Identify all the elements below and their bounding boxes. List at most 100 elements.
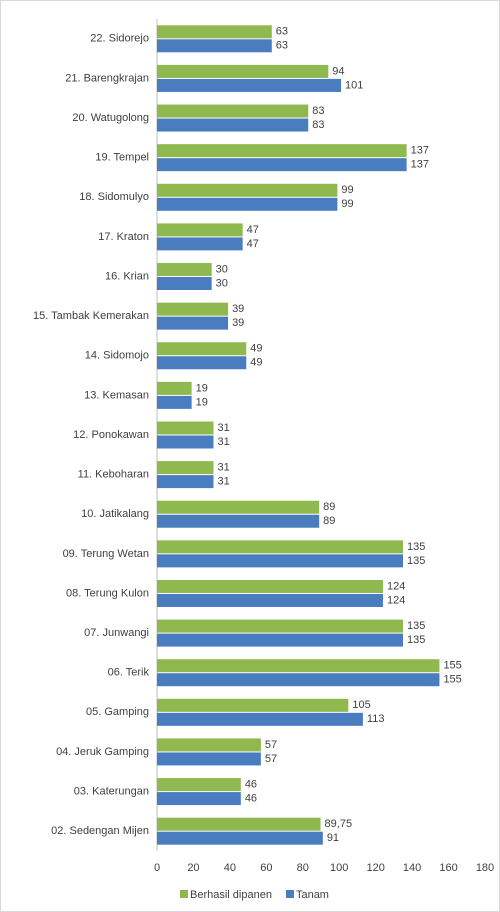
data-label: 135	[407, 620, 425, 632]
x-tick-label: 180	[476, 862, 494, 874]
legend-swatch	[285, 890, 294, 898]
bar	[157, 778, 241, 792]
bar	[157, 619, 403, 633]
x-tick-label: 140	[403, 862, 421, 874]
bar	[157, 64, 329, 78]
bar	[157, 104, 309, 118]
y-tick-label: 20. Watugolong	[72, 112, 149, 124]
bar	[157, 461, 214, 475]
bar	[157, 183, 338, 197]
x-tick-label: 160	[439, 862, 457, 874]
bar	[157, 25, 272, 39]
bar	[157, 158, 407, 172]
bar	[157, 698, 349, 712]
data-label: 155	[443, 660, 461, 672]
y-tick-label: 15. Tambak Kemerakan	[33, 310, 149, 322]
data-label: 113	[367, 713, 385, 725]
bar	[157, 342, 247, 356]
data-label: 91	[327, 832, 339, 844]
bar	[157, 435, 214, 449]
bar	[157, 197, 338, 211]
data-label: 57	[265, 753, 277, 765]
bar	[157, 817, 321, 831]
y-tick-label: 06. Terik	[108, 667, 150, 679]
data-label: 124	[387, 580, 405, 592]
x-tick-label: 80	[297, 862, 309, 874]
data-label: 89	[323, 515, 335, 527]
data-label: 155	[443, 674, 461, 686]
legend-label: Tanam	[296, 889, 329, 901]
bar	[157, 395, 192, 409]
y-tick-label: 08. Terung Kulon	[66, 587, 149, 599]
bar	[157, 39, 272, 53]
y-tick-label: 13. Kemasan	[84, 389, 149, 401]
data-label: 63	[276, 40, 288, 52]
data-label: 89	[323, 501, 335, 513]
data-label: 46	[245, 778, 257, 790]
bar	[157, 316, 229, 330]
data-label: 94	[332, 65, 344, 77]
y-tick-label: 11. Keboharan	[78, 469, 149, 481]
data-label: 135	[407, 634, 425, 646]
x-tick-label: 0	[154, 862, 160, 874]
bar	[157, 277, 212, 291]
data-label: 49	[250, 357, 262, 369]
bar	[157, 712, 363, 726]
y-tick-label: 10. Jatikalang	[81, 508, 149, 520]
y-tick-label: 04. Jeruk Gamping	[56, 746, 149, 758]
bar	[157, 500, 320, 514]
bar	[157, 540, 403, 554]
data-label: 101	[345, 79, 363, 91]
data-label: 31	[217, 476, 229, 488]
bar	[157, 381, 192, 395]
bar	[157, 593, 383, 607]
y-tick-label: 22. Sidorejo	[90, 33, 149, 45]
data-label: 30	[216, 263, 228, 275]
data-label: 39	[232, 317, 244, 329]
bar	[157, 579, 383, 593]
data-label: 46	[245, 792, 257, 804]
data-label: 47	[247, 238, 259, 250]
bar	[157, 738, 261, 752]
y-tick-label: 09. Terung Wetan	[63, 548, 149, 560]
bar	[157, 78, 342, 92]
bar	[157, 263, 212, 277]
legend-swatch	[180, 890, 188, 898]
x-tick-label: 60	[260, 862, 272, 874]
data-label: 99	[341, 198, 353, 210]
data-label: 57	[265, 739, 277, 751]
bar	[157, 554, 403, 568]
data-label: 137	[411, 159, 429, 171]
data-label: 19	[196, 382, 208, 394]
y-tick-label: 07. Junwangi	[84, 627, 149, 639]
bar	[157, 237, 243, 251]
y-tick-label: 14. Sidomojo	[85, 350, 149, 362]
data-label: 47	[247, 224, 259, 236]
bar	[157, 792, 241, 806]
x-tick-label: 100	[330, 862, 348, 874]
bar	[157, 475, 214, 489]
data-label: 137	[411, 145, 429, 157]
data-label: 31	[217, 462, 229, 474]
bar	[157, 633, 403, 647]
bar	[157, 144, 407, 158]
x-tick-label: 40	[224, 862, 236, 874]
data-label: 30	[216, 277, 228, 289]
data-label: 83	[312, 119, 324, 131]
data-label: 135	[407, 555, 425, 567]
bar	[157, 514, 320, 528]
y-tick-label: 16. Krian	[105, 270, 149, 282]
legend-label: Berhasil dipanen	[190, 889, 272, 901]
data-label: 63	[276, 26, 288, 38]
bar	[157, 223, 243, 237]
bar	[157, 118, 309, 132]
data-label: 105	[352, 699, 370, 711]
bar	[157, 302, 229, 316]
data-label: 124	[387, 594, 405, 606]
y-tick-label: 17. Kraton	[98, 231, 149, 243]
bar	[157, 421, 214, 435]
y-tick-label: 19. Tempel	[95, 152, 149, 164]
bar	[157, 659, 440, 673]
data-label: 135	[407, 541, 425, 553]
